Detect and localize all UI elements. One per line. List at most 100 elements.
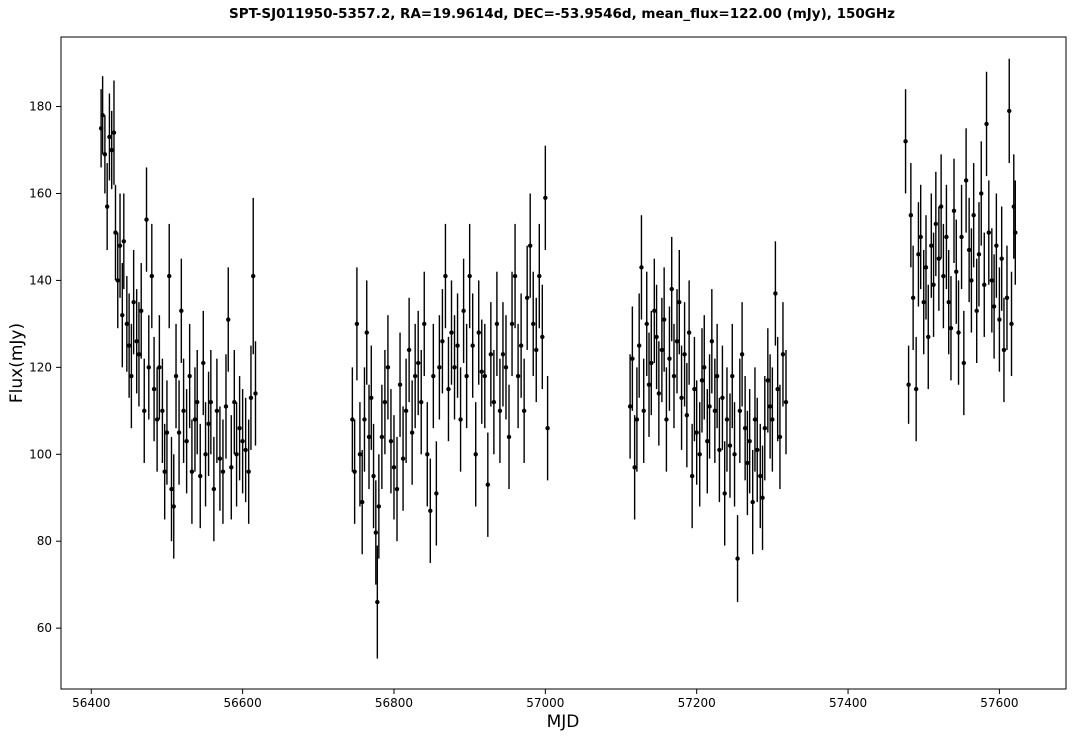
data-point [350,417,355,422]
data-point [409,430,415,435]
data-point [115,278,120,283]
data-point [659,347,665,353]
data-point [369,395,374,400]
y-tick-label: 60 [37,621,52,635]
data-point [712,408,718,414]
data-point [109,147,114,153]
x-tick-label: 56600 [224,696,262,710]
data-point [694,430,699,435]
data-point [248,395,254,400]
data-point [929,243,934,248]
data-point [136,352,142,357]
data-point [910,295,916,300]
data-point [169,486,174,492]
x-axis-ticks: 56400 56600 56800 57000 57200 57400 57600 [72,689,1018,710]
data-point [146,365,151,370]
data-point [120,312,125,318]
data-point [669,286,674,292]
data-point [709,339,715,344]
data-point [933,221,939,227]
data-point [104,204,110,209]
data-point [253,391,258,396]
data-point [963,178,969,183]
data-point [999,256,1004,261]
data-point [464,373,469,379]
data-point [684,412,690,418]
data-point [936,256,942,261]
data-point [742,426,748,431]
data-point [777,434,783,440]
data-point [630,356,635,361]
data-point [714,373,720,379]
data-point [237,426,242,431]
data-point [770,417,775,422]
data-point [654,334,659,340]
data-point [974,308,979,314]
data-point [1001,347,1007,353]
data-point [144,217,149,222]
data-point [938,204,944,209]
data-point [926,334,931,340]
data-point [113,230,118,235]
data-point [745,460,750,466]
data-point [737,408,743,414]
data-point [446,386,451,392]
data-point [211,486,217,492]
data-point [415,360,421,366]
data-point [162,469,167,474]
data-point [951,208,957,214]
data-point [167,273,172,279]
data-point [775,386,780,392]
data-point [634,417,640,422]
data-point [994,243,999,248]
data-point [931,282,936,287]
data-point [171,504,176,509]
data-point [1009,321,1014,327]
data-point [639,265,644,270]
data-point [537,273,542,279]
data-point [201,360,206,366]
data-point [131,299,136,305]
data-point [189,469,195,474]
data-point [129,373,134,379]
data-point [491,399,497,405]
data-point [991,304,997,309]
data-point [371,473,376,479]
data-point [251,273,256,279]
data-point [176,430,182,435]
data-point [391,465,397,470]
data-point [226,317,231,322]
data-point [948,326,954,331]
data-point [142,408,147,414]
data-point [971,213,976,218]
data-point [234,452,239,457]
data-point [473,452,478,457]
x-tick-label: 56800 [375,696,413,710]
data-point [656,391,662,396]
data-point [913,386,919,392]
data-point [649,360,654,366]
data-point [362,417,367,422]
data-point [217,456,223,461]
data-point [923,265,929,270]
data-point [134,339,139,344]
data-point [149,273,155,279]
data-point [515,373,521,379]
data-point [246,469,251,474]
data-point [705,439,710,444]
data-point [636,343,642,348]
y-tick-label: 100 [29,447,52,461]
data-point [126,343,132,348]
data-point [497,408,503,414]
data-point [997,317,1002,322]
data-point [521,408,527,414]
data-point [664,417,669,422]
data-point [187,373,192,379]
data-point [428,508,433,513]
data-point [376,504,382,509]
data-point [747,439,752,444]
y-axis-label: Flux(mJy) [7,323,27,403]
data-point [692,386,697,392]
data-point [192,417,198,422]
